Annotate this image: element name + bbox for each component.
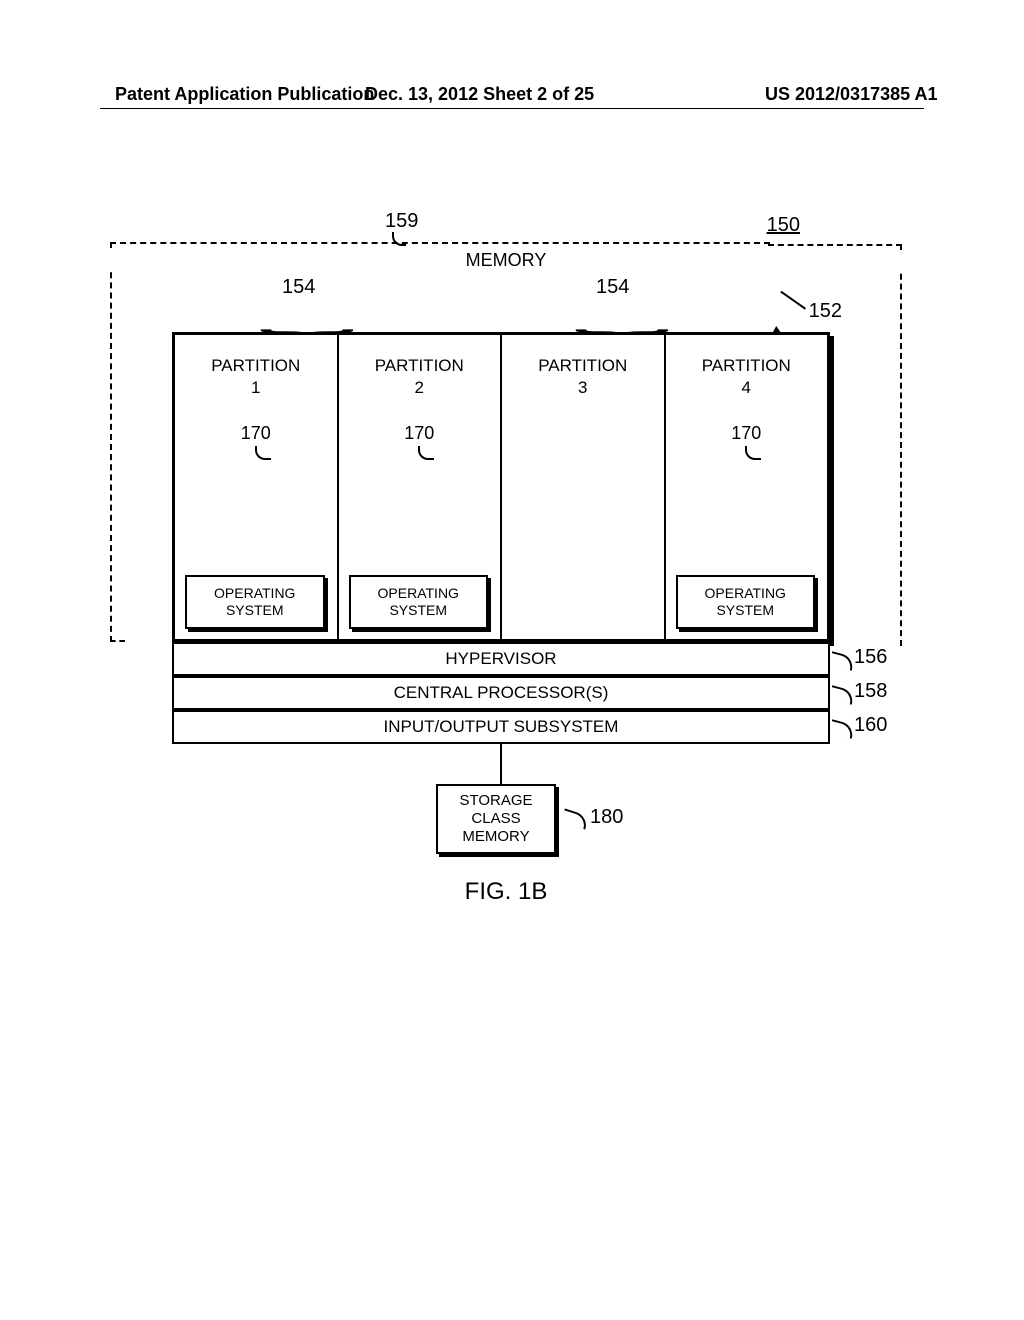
- ref-159: 159: [385, 210, 418, 233]
- io-bar: INPUT/OUTPUT SUBSYSTEM: [172, 710, 830, 744]
- hypervisor-bar: HYPERVISOR: [172, 642, 830, 676]
- os-label: OPERATINGSYSTEM: [378, 585, 459, 618]
- os-box: OPERATINGSYSTEM: [349, 575, 489, 629]
- brace-icon: ⏟: [574, 308, 670, 332]
- partition-num: 1: [251, 378, 260, 397]
- figure-1b-diagram: 150 159 MEMORY 154 154 ⏟ ⏟ 152 PARTITION…: [110, 210, 902, 890]
- brace-icon: ⏟: [259, 308, 355, 332]
- partition-3: PARTITION 3: [502, 335, 666, 639]
- partition-label: PARTITION 3: [538, 355, 627, 399]
- ref-154-left: 154: [282, 276, 315, 299]
- ref-150: 150: [767, 214, 800, 237]
- leader-180: [560, 808, 589, 829]
- ref-156: 156: [854, 646, 887, 669]
- figure-label: FIG. 1B: [110, 878, 902, 906]
- partition-title: PARTITION: [538, 356, 627, 375]
- leader-170: [418, 446, 434, 460]
- storage-class-memory-box: STORAGECLASSMEMORY: [436, 784, 556, 854]
- partition-num: 2: [415, 378, 424, 397]
- ref-154-right: 154: [596, 276, 629, 299]
- ref-170: 170: [404, 423, 434, 444]
- os-label: OPERATINGSYSTEM: [214, 585, 295, 618]
- leader-158: [829, 685, 856, 705]
- os-label: OPERATINGSYSTEM: [705, 585, 786, 618]
- partition-num: 3: [578, 378, 587, 397]
- ref-160: 160: [854, 714, 887, 737]
- leader-156: [829, 651, 856, 671]
- partition-label: PARTITION 4: [702, 355, 791, 399]
- ref-170: 170: [731, 423, 761, 444]
- io-scm-connector: [500, 744, 502, 784]
- partition-num: 4: [742, 378, 751, 397]
- leader-160: [829, 719, 856, 739]
- scm-label: STORAGECLASSMEMORY: [459, 792, 532, 845]
- partition-label: PARTITION 2: [375, 355, 464, 399]
- ref-180: 180: [590, 806, 623, 829]
- partition-2: PARTITION 2 170 OPERATINGSYSTEM: [339, 335, 503, 639]
- ref-170: 170: [241, 423, 271, 444]
- dashed-stub: [110, 640, 125, 642]
- os-box: OPERATINGSYSTEM: [676, 575, 816, 629]
- ref-158: 158: [854, 680, 887, 703]
- cpu-bar: CENTRAL PROCESSOR(S): [172, 676, 830, 710]
- leader-170: [255, 446, 271, 460]
- header-left: Patent Application Publication: [115, 84, 374, 105]
- partition-label: PARTITION 1: [211, 355, 300, 399]
- partition-title: PARTITION: [702, 356, 791, 375]
- header-right: US 2012/0317385 A1: [765, 84, 937, 105]
- header-rule: [100, 108, 924, 109]
- partitions-container: PARTITION 1 170 OPERATINGSYSTEM PARTITIO…: [172, 332, 830, 642]
- memory-label: MEMORY: [110, 250, 902, 271]
- partition-row: PARTITION 1 170 OPERATINGSYSTEM PARTITIO…: [175, 335, 827, 639]
- leader-170: [745, 446, 761, 460]
- partition-title: PARTITION: [375, 356, 464, 375]
- ref-152: 152: [809, 300, 842, 323]
- partition-1: PARTITION 1 170 OPERATINGSYSTEM: [175, 335, 339, 639]
- header-center: Dec. 13, 2012 Sheet 2 of 25: [365, 84, 594, 105]
- partition-title: PARTITION: [211, 356, 300, 375]
- partition-4: PARTITION 4 170 OPERATINGSYSTEM: [666, 335, 828, 639]
- os-box: OPERATINGSYSTEM: [185, 575, 325, 629]
